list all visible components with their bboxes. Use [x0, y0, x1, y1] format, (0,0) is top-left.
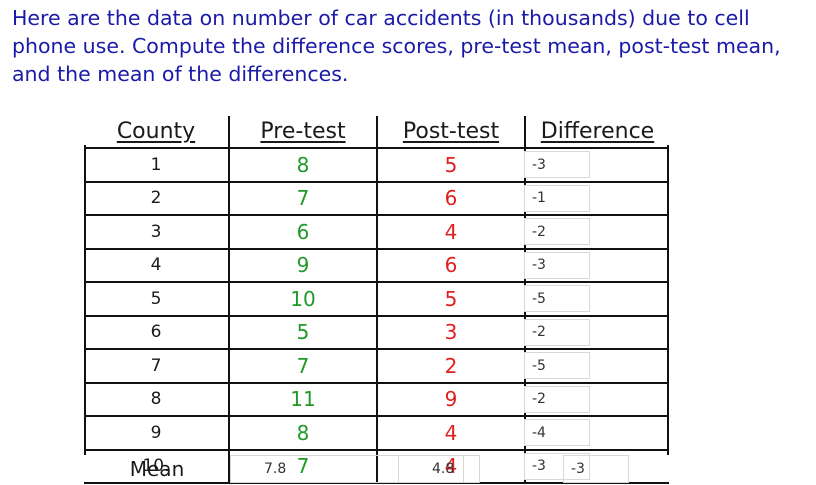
county-cell: 2	[84, 182, 230, 214]
table-row: 1 8 5 -3	[84, 149, 669, 183]
difference-cell: -5	[524, 350, 669, 382]
mean-row: Mean 7.8 4.8 -3	[84, 455, 669, 483]
problem-prompt: Here are the data on number of car accid…	[12, 4, 812, 88]
post-test-cell: 6	[378, 249, 526, 281]
data-table: County Pre-test Post-test Difference 1 8…	[84, 116, 669, 484]
post-test-cell: 4	[378, 417, 526, 449]
header-pre-test: Pre-test	[230, 116, 378, 147]
difference-answer-box[interactable]: -5	[524, 285, 590, 313]
header-post-test: Post-test	[378, 116, 526, 147]
post-test-cell: 4	[378, 216, 526, 248]
difference-answer-box[interactable]: -4	[524, 419, 590, 447]
table-row: 5 10 5 -5	[84, 283, 669, 317]
county-cell: 1	[84, 149, 230, 181]
prompt-line-2: phone use. Compute the difference scores…	[12, 34, 781, 58]
county-cell: 8	[84, 383, 230, 415]
pre-test-cell: 9	[230, 249, 378, 281]
mean-label: Mean	[129, 457, 185, 481]
county-cell: 5	[84, 283, 230, 315]
difference-answer-box[interactable]: -1	[524, 184, 590, 212]
post-test-cell: 2	[378, 350, 526, 382]
table-row: 3 6 4 -2	[84, 216, 669, 250]
pre-test-cell: 7	[230, 182, 378, 214]
difference-cell: -3	[524, 149, 669, 181]
difference-cell: -2	[524, 317, 669, 349]
difference-answer-box[interactable]: -2	[524, 218, 590, 246]
difference-answer-box[interactable]: -2	[524, 385, 590, 413]
difference-cell: -2	[524, 384, 669, 416]
pre-test-cell: 8	[230, 149, 378, 181]
table-row: 6 5 3 -2	[84, 316, 669, 350]
pre-test-cell: 10	[230, 283, 378, 315]
pre-test-cell: 11	[230, 383, 378, 415]
table-row: 10. 7 4 -3	[84, 450, 669, 484]
difference-answer-box[interactable]: -3	[524, 452, 590, 480]
county-cell: 7	[84, 350, 230, 382]
difference-cell: -4	[524, 417, 669, 449]
table-row: 8 11 9 -2	[84, 383, 669, 417]
pre-test-cell: 7	[230, 450, 378, 482]
table-header-row: County Pre-test Post-test Difference	[84, 116, 669, 149]
post-test-cell: 5	[378, 283, 526, 315]
difference-answer-box[interactable]: -3	[524, 251, 590, 279]
difference-answer-box[interactable]: -3	[524, 151, 590, 179]
prompt-line-1: Here are the data on number of car accid…	[12, 6, 750, 30]
difference-cell: -3	[524, 250, 669, 282]
post-test-cell: 9	[378, 383, 526, 415]
county-cell: 3	[84, 216, 230, 248]
pre-test-mean-input[interactable]: 7.8	[230, 455, 480, 483]
post-test-cell: 3	[378, 316, 526, 348]
prompt-line-3: and the mean of the differences.	[12, 62, 349, 86]
difference-cell: -3	[524, 451, 669, 483]
difference-cell: -1	[524, 183, 669, 215]
county-cell: 6	[84, 316, 230, 348]
post-test-cell: 6	[378, 182, 526, 214]
pre-test-cell: 5	[230, 316, 378, 348]
county-cell: 9	[84, 417, 230, 449]
post-test-cell: 5	[378, 149, 526, 181]
difference-answer-box[interactable]: -2	[524, 318, 590, 346]
county-cell: 4	[84, 249, 230, 281]
table-row: 4 9 6 -3	[84, 249, 669, 283]
difference-cell: -2	[524, 216, 669, 248]
county-cell: 10.	[84, 450, 230, 482]
pre-test-cell: 7	[230, 350, 378, 382]
table-row: 9 8 4 -4	[84, 417, 669, 451]
pre-test-cell: 6	[230, 216, 378, 248]
difference-mean-input[interactable]: -3	[563, 455, 629, 483]
post-test-mean-input[interactable]: 4.8	[398, 455, 464, 483]
table-row: 7 7 2 -5	[84, 350, 669, 384]
table-row: 2 7 6 -1	[84, 182, 669, 216]
header-difference: Difference	[540, 119, 655, 144]
header-county: County	[84, 116, 230, 147]
pre-test-cell: 8	[230, 417, 378, 449]
difference-answer-box[interactable]: -5	[524, 352, 590, 380]
difference-cell: -5	[524, 283, 669, 315]
